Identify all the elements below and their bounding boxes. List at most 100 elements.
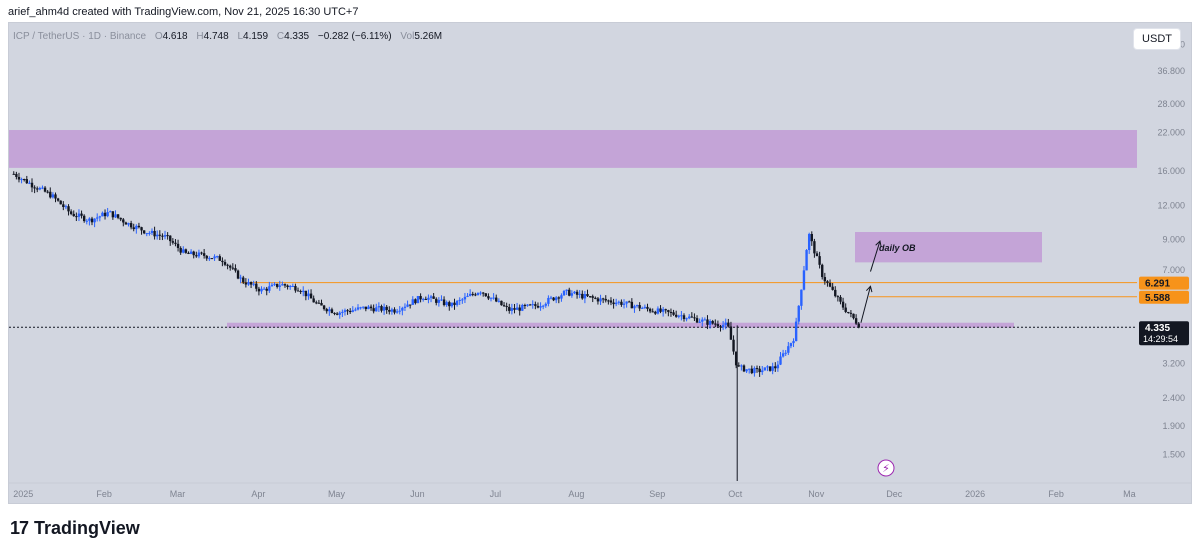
candle-body-63 [176, 243, 180, 248]
candle-body-178 [476, 293, 480, 295]
candle-body-75 [208, 258, 211, 260]
candle-body-239 [635, 305, 639, 307]
candle-body-65 [182, 249, 185, 253]
arrow-head-0 [865, 285, 873, 293]
candle-body-305 [807, 233, 811, 251]
ohlc-low: 4.159 [243, 31, 269, 42]
candle-body-211 [562, 290, 566, 296]
candle-body-273 [724, 322, 727, 325]
candle-body-222 [591, 296, 594, 298]
candle-body-281 [745, 369, 748, 372]
candle-body-150 [403, 306, 407, 308]
candle-body-82 [226, 264, 229, 266]
x-tick-3: Apr [251, 489, 265, 499]
candle-body-231 [614, 302, 618, 305]
candle-body-132 [356, 307, 360, 310]
candle-body-31 [93, 218, 96, 223]
x-tick-9: Oct [728, 489, 743, 499]
candle-body-48 [137, 225, 141, 228]
candle-body-302 [800, 289, 803, 306]
candle-body-43 [124, 222, 128, 225]
price-chart[interactable]: daily OB46.00036.80028.00022.00016.00012… [9, 23, 1192, 504]
price-tag-0: 6.291 [1145, 279, 1170, 290]
candle-body-165 [442, 299, 446, 306]
candle-body-142 [382, 306, 386, 311]
ohlc-close: 4.335 [284, 31, 310, 42]
candle-body-176 [471, 293, 474, 295]
currency-badge[interactable]: USDT [1133, 28, 1181, 50]
candle-body-157 [422, 298, 425, 300]
symbol-title[interactable]: ICP / TetherUS · 1D · Binance [13, 31, 147, 42]
x-tick-12: 2026 [965, 489, 985, 499]
candle-body-258 [685, 318, 688, 320]
candle-body-74 [205, 255, 208, 259]
candle-body-52 [148, 233, 151, 235]
candle-body-87 [239, 277, 242, 279]
candle-body-279 [740, 365, 743, 367]
candle-body-39 [114, 214, 117, 218]
candle-body-169 [453, 302, 456, 306]
candle-body-118 [320, 302, 323, 306]
candle-body-129 [348, 311, 352, 313]
candle-body-313 [828, 282, 832, 287]
candle-body-197 [526, 304, 529, 306]
candle-body-186 [497, 300, 501, 302]
candle-body-97 [265, 288, 268, 291]
candle-body-185 [495, 297, 498, 302]
candle-body-116 [315, 302, 318, 304]
x-tick-8: Sep [649, 489, 665, 499]
candle-body-245 [651, 311, 654, 313]
x-tick-7: Aug [568, 489, 584, 499]
tradingview-logo-icon: 17 [10, 518, 29, 538]
candle-body-13 [46, 191, 49, 193]
candle-body-160 [429, 296, 433, 298]
candle-body-136 [367, 306, 370, 310]
candle-body-98 [268, 286, 271, 291]
candle-body-56 [158, 234, 162, 236]
candle-body-259 [688, 316, 691, 319]
candle-body-175 [468, 293, 472, 296]
ohlc-open: 4.618 [162, 31, 188, 42]
candle-body-125 [338, 312, 341, 315]
candle-body-95 [260, 288, 263, 292]
candle-body-190 [508, 306, 511, 311]
candle-body-256 [680, 315, 683, 317]
candle-body-109 [296, 290, 300, 292]
candle-body-27 [82, 215, 86, 222]
candle-body-117 [317, 302, 321, 304]
candle-body-115 [312, 298, 315, 303]
candle-body-246 [654, 311, 657, 314]
candle-body-266 [706, 319, 709, 325]
tradingview-logo[interactable]: 17 TradingView [10, 518, 140, 539]
candle-body-277 [734, 351, 738, 366]
price-tag-1: 5.588 [1145, 293, 1170, 304]
candle-body-243 [646, 306, 649, 309]
price-tag-bg-1 [1139, 290, 1189, 304]
candle-body-69 [192, 251, 195, 256]
ohlc-legend: ICP / TetherUS · 1D · Binance O4.618 H4.… [13, 31, 443, 42]
x-tick-5: Jun [410, 489, 425, 499]
candle-body-133 [359, 307, 362, 309]
candle-body-15 [51, 194, 55, 198]
candle-body-34 [101, 212, 104, 217]
candle-body-195 [521, 305, 524, 311]
candle-body-171 [458, 299, 461, 301]
chart-frame[interactable]: daily OB46.00036.80028.00022.00016.00012… [8, 22, 1192, 504]
candle-body-233 [620, 301, 623, 305]
candle-body-86 [236, 270, 240, 279]
candle-body-51 [145, 233, 148, 235]
candle-body-303 [802, 270, 806, 290]
candle-body-0 [12, 173, 15, 175]
candle-body-234 [622, 303, 626, 305]
candle-body-38 [111, 211, 115, 218]
arrow-head-1 [875, 240, 882, 248]
candle-body-81 [223, 262, 227, 265]
candle-body-36 [106, 212, 109, 217]
candle-body-192 [513, 308, 516, 310]
candle-body-42 [122, 219, 125, 223]
candle-body-124 [335, 313, 339, 315]
candle-body-201 [536, 305, 540, 308]
zone-2 [855, 232, 1042, 263]
candle-body-18 [59, 200, 62, 205]
candle-body-217 [578, 293, 581, 295]
